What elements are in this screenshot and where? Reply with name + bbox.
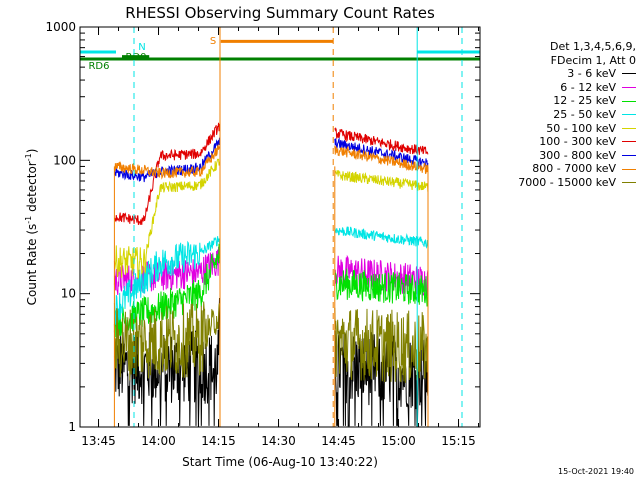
legend-label: 25 - 50 keV <box>553 107 616 121</box>
legend-swatch <box>622 168 636 170</box>
series-line-4 <box>113 158 429 279</box>
x-tick-label: 14:30 <box>261 434 296 448</box>
y-tick-label: 1 <box>68 420 76 434</box>
legend-label: 12 - 25 keV <box>553 94 616 108</box>
legend-swatch <box>622 127 636 129</box>
legend-swatch <box>622 73 636 75</box>
legend-label: 800 - 7000 keV <box>532 162 616 176</box>
y-tick-label: 10 <box>61 287 76 301</box>
legend-item: 50 - 100 keV <box>480 122 636 136</box>
legend-label: 6 - 12 keV <box>560 80 616 94</box>
legend-item: 7000 - 15000 keV <box>480 176 636 190</box>
series-line-0 <box>113 297 429 427</box>
plot-frame <box>79 26 481 428</box>
y-tick-label: 100 <box>53 153 76 167</box>
x-axis-label: Start Time (06-Aug-10 13:40:22) <box>182 455 378 469</box>
series-line-8 <box>113 301 429 383</box>
flag-label-n: N <box>138 42 145 53</box>
legend-swatch <box>622 155 636 157</box>
x-tick-label: 15:15 <box>441 434 476 448</box>
chart-title: RHESSI Observing Summary Count Rates <box>125 4 435 22</box>
legend-item: 6 - 12 keV <box>480 81 636 95</box>
timestamp: 15-Oct-2021 19:40 <box>558 467 634 476</box>
x-tick-label: 14:45 <box>321 434 356 448</box>
series-line-5 <box>114 122 429 225</box>
legend-item: 300 - 800 keV <box>480 149 636 163</box>
legend-label: 7000 - 15000 keV <box>518 175 616 189</box>
flag-label-rd0: RD0 <box>125 52 146 63</box>
legend: Det 1,3,4,5,6,9, FDecim 1, Att 0 3 - 6 k… <box>480 40 636 190</box>
x-tick-label: 14:00 <box>141 434 176 448</box>
legend-item: 800 - 7000 keV <box>480 162 636 176</box>
x-tick-label: 13:45 <box>81 434 116 448</box>
legend-header-detectors: Det 1,3,4,5,6,9, <box>549 40 636 53</box>
legend-item: 25 - 50 keV <box>480 108 636 122</box>
legend-label: 50 - 100 keV <box>546 121 616 135</box>
series-line-7 <box>113 143 429 180</box>
legend-swatch <box>622 100 636 102</box>
legend-label: 300 - 800 keV <box>539 148 616 162</box>
legend-label: 3 - 6 keV <box>567 67 616 81</box>
flag-label-rd6: RD6 <box>88 61 109 72</box>
y-tick-label: 1000 <box>45 20 76 34</box>
legend-header-decimation: FDecim 1, Att 0 <box>550 53 636 67</box>
y-axis-label: Count Rate (s-1 detector-1) <box>24 149 39 306</box>
legend-swatch <box>622 141 636 143</box>
legend-label: 100 - 300 keV <box>539 135 616 149</box>
legend-swatch <box>622 182 636 184</box>
flag-label-s: S <box>210 36 216 47</box>
legend-swatch <box>622 114 636 116</box>
series-line-3 <box>113 226 429 325</box>
x-tick-label: 14:15 <box>201 434 236 448</box>
x-tick-label: 15:00 <box>381 434 416 448</box>
legend-swatch <box>622 87 636 89</box>
legend-item: 100 - 300 keV <box>480 135 636 149</box>
legend-item: 12 - 25 keV <box>480 94 636 108</box>
legend-item: 3 - 6 keV <box>480 67 636 81</box>
